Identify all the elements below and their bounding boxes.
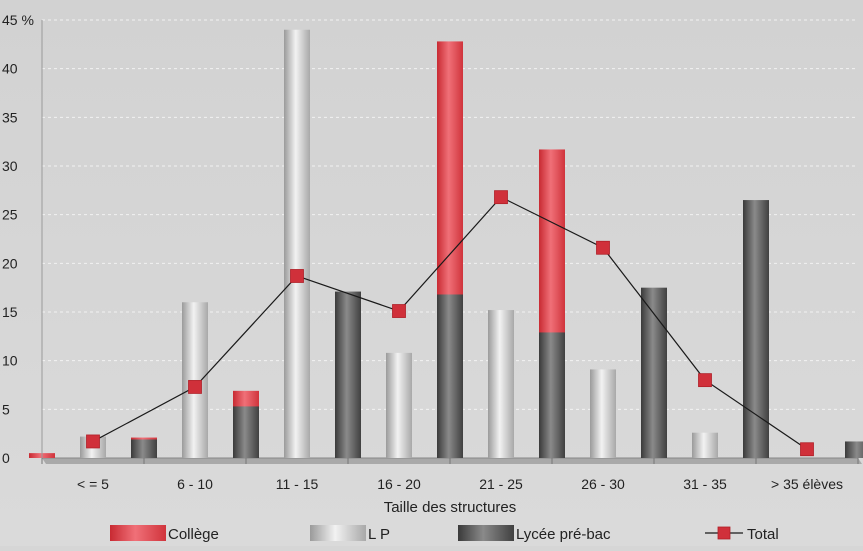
bar-lyc-e-pr-bac bbox=[233, 406, 259, 458]
axes: 0 5 10 15 20 25 30 35 40 45 % < = 5 6 - 10 11 - 15 16… bbox=[2, 12, 843, 516]
legend-item: Collège bbox=[110, 525, 219, 543]
x-tick-label: < = 5 bbox=[77, 476, 109, 492]
legend-item: Lycée pré-bac bbox=[458, 525, 611, 543]
y-tick-label: 35 bbox=[2, 109, 18, 125]
bar-l-p bbox=[692, 432, 718, 458]
y-tick-label: 45 % bbox=[2, 12, 34, 28]
legend-swatch bbox=[458, 525, 514, 541]
legend-swatch bbox=[110, 525, 166, 541]
bar-l-p bbox=[488, 310, 514, 458]
y-tick-label: 20 bbox=[2, 255, 18, 271]
chart-floor bbox=[41, 457, 862, 464]
bar-l-p bbox=[590, 369, 616, 458]
legend-marker bbox=[717, 526, 731, 540]
y-tick-label: 25 bbox=[2, 207, 18, 223]
y-tick-label: 30 bbox=[2, 158, 18, 174]
x-tick-label: 26 - 30 bbox=[581, 476, 625, 492]
legend-item: Total bbox=[705, 526, 779, 543]
y-tick-label: 0 bbox=[2, 450, 10, 466]
bars bbox=[29, 29, 863, 459]
x-tick-label: 11 - 15 bbox=[276, 476, 319, 492]
bar-lyc-e-pr-bac bbox=[131, 439, 157, 458]
x-tick-label: 21 - 25 bbox=[479, 476, 523, 492]
x-tick-label: 6 - 10 bbox=[177, 476, 213, 492]
chart-floor-slab bbox=[42, 458, 862, 464]
y-tick-label: 5 bbox=[2, 401, 10, 417]
legend-item: L P bbox=[310, 525, 390, 543]
bar-lyc-e-pr-bac bbox=[641, 287, 667, 458]
x-axis-title: Taille des structures bbox=[384, 499, 517, 516]
legend-label: Lycée pré-bac bbox=[516, 526, 611, 543]
x-tick-label: 31 - 35 bbox=[683, 476, 727, 492]
y-tick-label: 40 bbox=[2, 61, 18, 77]
legend-label: Collège bbox=[168, 526, 219, 543]
bar-lyc-e-pr-bac bbox=[743, 200, 769, 459]
y-tick-label: 10 bbox=[2, 353, 18, 369]
total-marker bbox=[800, 442, 814, 457]
legend-swatch bbox=[310, 525, 366, 541]
total-marker bbox=[188, 380, 202, 394]
total-line bbox=[86, 190, 814, 457]
total-line-path bbox=[92, 196, 808, 450]
legend-label: Total bbox=[747, 526, 779, 543]
bar-lyc-e-pr-bac bbox=[539, 332, 565, 458]
legend-label: L P bbox=[368, 526, 390, 543]
total-marker bbox=[494, 190, 508, 205]
bar-lyc-e-pr-bac bbox=[845, 441, 863, 458]
total-marker bbox=[596, 240, 610, 255]
total-marker bbox=[392, 304, 406, 318]
total-marker bbox=[290, 269, 304, 283]
x-tick-label: > 35 élèves bbox=[771, 476, 843, 492]
y-tick-label: 15 bbox=[2, 304, 18, 320]
bar-lyc-e-pr-bac bbox=[437, 294, 463, 458]
total-marker bbox=[86, 434, 100, 449]
bar-l-p bbox=[386, 352, 412, 458]
bar-l-p bbox=[284, 29, 310, 458]
total-marker bbox=[698, 373, 712, 388]
x-tick-label: 16 - 20 bbox=[377, 476, 421, 492]
bar-lyc-e-pr-bac bbox=[335, 291, 361, 458]
legend: Collège L P Lycée pré-bac Total bbox=[110, 525, 779, 543]
